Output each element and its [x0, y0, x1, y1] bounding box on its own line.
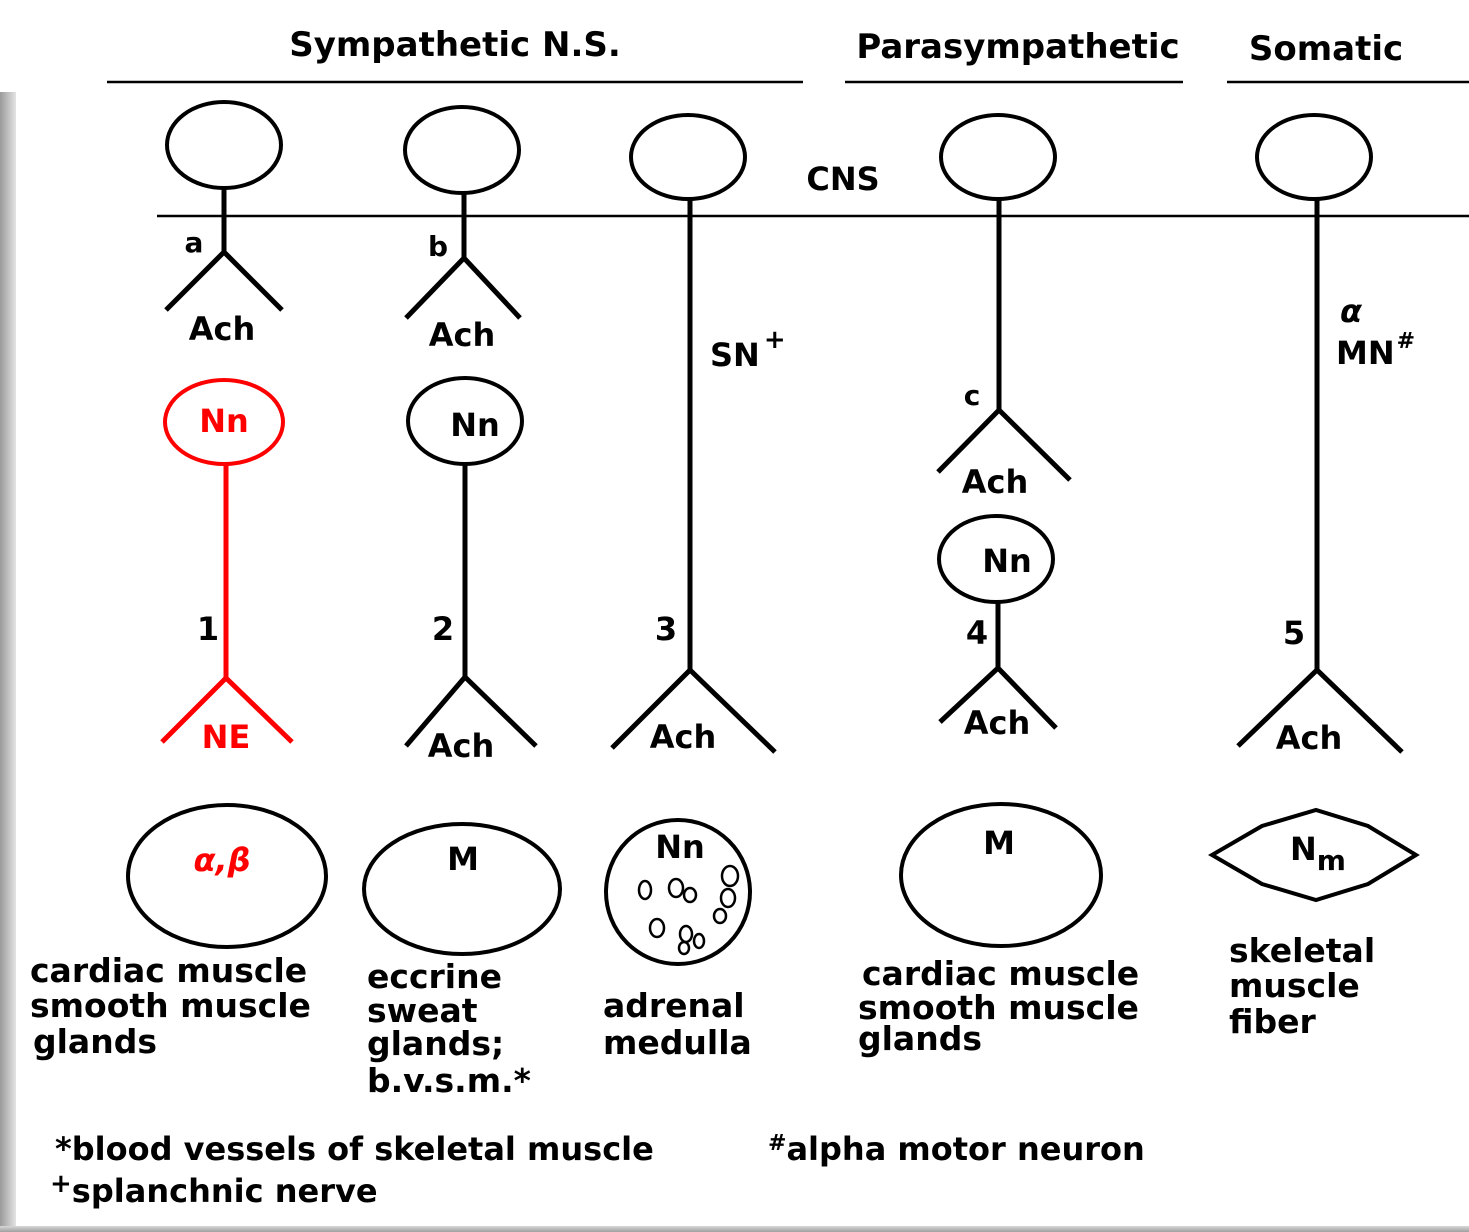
- cns-neuron-body-5: [1255, 113, 1373, 201]
- pathway-4: c Ach Nn 4 Ach M cardiac muscle smooth m…: [858, 113, 1139, 1058]
- target-4-line-1: cardiac muscle: [862, 954, 1139, 993]
- effector-5-muscle-fiber: [1208, 807, 1420, 903]
- number-1: 1: [197, 610, 219, 648]
- effector-3-adrenal-cell: [604, 818, 752, 966]
- target-2-line-3: glands;: [367, 1024, 504, 1063]
- pathway-2: b Ach Nn 2 Ach M eccrine sweat glands; b…: [362, 105, 562, 1100]
- receptor-4: M: [983, 824, 1015, 862]
- post-nt-5: Ach: [1276, 719, 1343, 757]
- receptor-3: Nn: [655, 828, 705, 866]
- synapse-fork-b: [404, 254, 522, 320]
- target-3-line-1: adrenal: [603, 986, 745, 1025]
- header-sympathetic: Sympathetic N.S.: [289, 25, 621, 65]
- left-edge-shadow: [0, 92, 16, 1232]
- ganglion-1-label: Nn: [199, 402, 249, 440]
- target-2-line-4: b.v.s.m.*: [367, 1061, 531, 1100]
- nerve-label-5: MN#: [1336, 329, 1415, 372]
- target-5-line-3: fiber: [1229, 1002, 1316, 1041]
- target-1-line-3: glands: [33, 1022, 157, 1061]
- synapse-fork-c: [936, 406, 1072, 482]
- post-nt-1: NE: [202, 718, 251, 756]
- cns-neuron-body-4: [939, 113, 1057, 201]
- footnote-blood-vessels: *blood vessels of skeletal muscle: [55, 1130, 654, 1168]
- label-c: c: [964, 379, 981, 412]
- bottom-edge-shadow: [0, 1226, 1469, 1232]
- number-5: 5: [1283, 614, 1305, 652]
- nerve-greek-5: α: [1340, 292, 1363, 330]
- pathway-1: a Ach Nn 1 NE α,β cardiac muscle smooth …: [30, 100, 328, 1061]
- pathway-5: α MN# 5 Ach Nm skeletal muscle fiber: [1208, 113, 1420, 1041]
- post-nt-3: Ach: [650, 718, 717, 756]
- pathway-3: SN + 3 Ach Nn adrenal medulla: [603, 113, 786, 1062]
- label-b: b: [428, 230, 448, 263]
- ganglion-4-label: Nn: [982, 542, 1032, 580]
- target-1-line-2: smooth muscle: [30, 986, 311, 1025]
- target-5-line-1: skeletal: [1229, 931, 1375, 970]
- cns-neuron-body-1: [165, 100, 283, 190]
- footnote-splanchnic-nerve: +splanchnic nerve: [50, 1169, 378, 1210]
- ganglion-2-label: Nn: [450, 406, 500, 444]
- synapse-fork-2: [404, 673, 538, 748]
- effector-2: [362, 822, 562, 956]
- post-nt-2: Ach: [428, 727, 495, 765]
- target-4-line-3: glands: [858, 1019, 982, 1058]
- target-2-line-1: eccrine: [367, 957, 502, 996]
- target-1-line-1: cardiac muscle: [30, 951, 307, 990]
- header-parasympathetic: Parasympathetic: [856, 27, 1179, 67]
- cns-neuron-body-2: [403, 105, 521, 195]
- cns-label: CNS: [806, 160, 879, 198]
- synapse-fork-a: [164, 248, 284, 312]
- pre-nt-1: Ach: [189, 310, 256, 348]
- effector-1: [126, 803, 328, 949]
- label-a: a: [185, 226, 204, 259]
- pre-nt-4: Ach: [962, 463, 1029, 501]
- target-3-line-2: medulla: [603, 1023, 752, 1062]
- receptor-2: M: [447, 840, 479, 878]
- synapse-fork-5: [1236, 666, 1404, 754]
- effector-4: [899, 802, 1103, 948]
- receptor-5: Nm: [1290, 830, 1346, 877]
- synapse-fork-3: [610, 666, 777, 754]
- target-5-line-2: muscle: [1229, 966, 1360, 1005]
- header-somatic: Somatic: [1249, 29, 1403, 69]
- synapse-fork-4: [938, 664, 1058, 730]
- footnote-alpha-motor-neuron: #alpha motor neuron: [768, 1130, 1145, 1168]
- cns-neuron-body-3: [629, 113, 747, 201]
- number-2: 2: [432, 610, 454, 648]
- pre-nt-2: Ach: [429, 316, 496, 354]
- number-4: 4: [966, 614, 988, 652]
- synapse-fork-1: [160, 674, 294, 744]
- nerve-label-3: SN +: [710, 325, 786, 374]
- number-3: 3: [655, 610, 677, 648]
- receptor-1: α,β: [193, 841, 250, 879]
- target-4-line-2: smooth muscle: [858, 988, 1139, 1027]
- target-2-line-2: sweat: [367, 991, 478, 1030]
- chromaffin-granules: [637, 864, 740, 956]
- post-nt-4: Ach: [964, 704, 1031, 742]
